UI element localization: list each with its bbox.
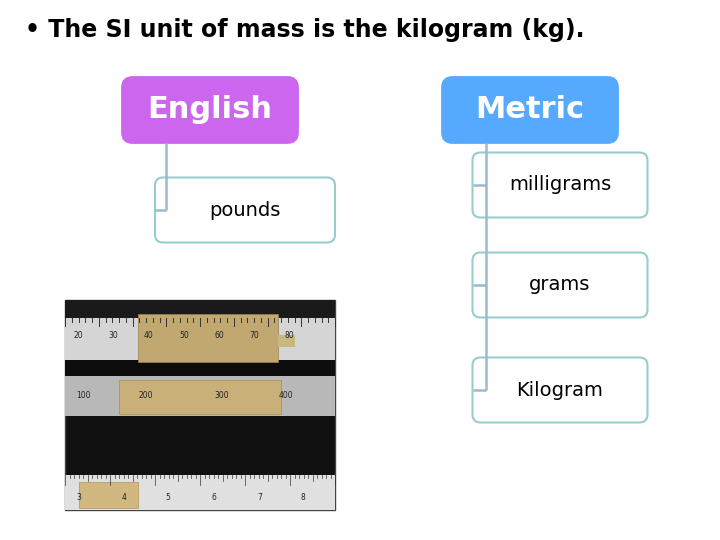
Text: 60: 60 — [214, 332, 224, 341]
Bar — [138, 314, 279, 362]
Text: pounds: pounds — [210, 200, 281, 219]
Text: Metric: Metric — [475, 96, 585, 125]
Text: milligrams: milligrams — [509, 176, 611, 194]
Text: 50: 50 — [179, 332, 189, 341]
Bar — [65, 376, 335, 416]
Text: 200: 200 — [139, 392, 153, 401]
FancyBboxPatch shape — [155, 178, 335, 242]
Text: 40: 40 — [144, 332, 153, 341]
Text: 300: 300 — [215, 392, 229, 401]
Text: 400: 400 — [279, 392, 294, 401]
Text: 3: 3 — [76, 494, 81, 503]
Text: 4: 4 — [122, 494, 127, 503]
Bar — [65, 300, 335, 318]
Text: 7: 7 — [257, 494, 262, 503]
Text: 80: 80 — [284, 332, 294, 341]
FancyBboxPatch shape — [472, 357, 647, 422]
Text: 30: 30 — [109, 332, 119, 341]
Text: 6: 6 — [211, 494, 216, 503]
Text: 100: 100 — [76, 392, 91, 401]
FancyBboxPatch shape — [122, 78, 297, 143]
Text: 8: 8 — [300, 494, 305, 503]
Bar — [65, 475, 335, 510]
Bar — [279, 335, 294, 347]
Bar — [78, 482, 138, 508]
Bar — [65, 360, 335, 376]
Text: Kilogram: Kilogram — [516, 381, 603, 400]
Bar — [216, 320, 276, 358]
Text: 20: 20 — [73, 332, 84, 341]
Text: 5: 5 — [165, 494, 170, 503]
Text: English: English — [148, 96, 272, 125]
Text: • The SI unit of mass is the kilogram (kg).: • The SI unit of mass is the kilogram (k… — [25, 18, 585, 42]
FancyBboxPatch shape — [472, 152, 647, 218]
Bar — [119, 380, 281, 414]
Text: grams: grams — [529, 275, 590, 294]
FancyBboxPatch shape — [472, 253, 647, 318]
FancyBboxPatch shape — [443, 78, 618, 143]
Bar — [65, 318, 335, 360]
Text: 70: 70 — [249, 332, 259, 341]
FancyBboxPatch shape — [65, 300, 335, 510]
